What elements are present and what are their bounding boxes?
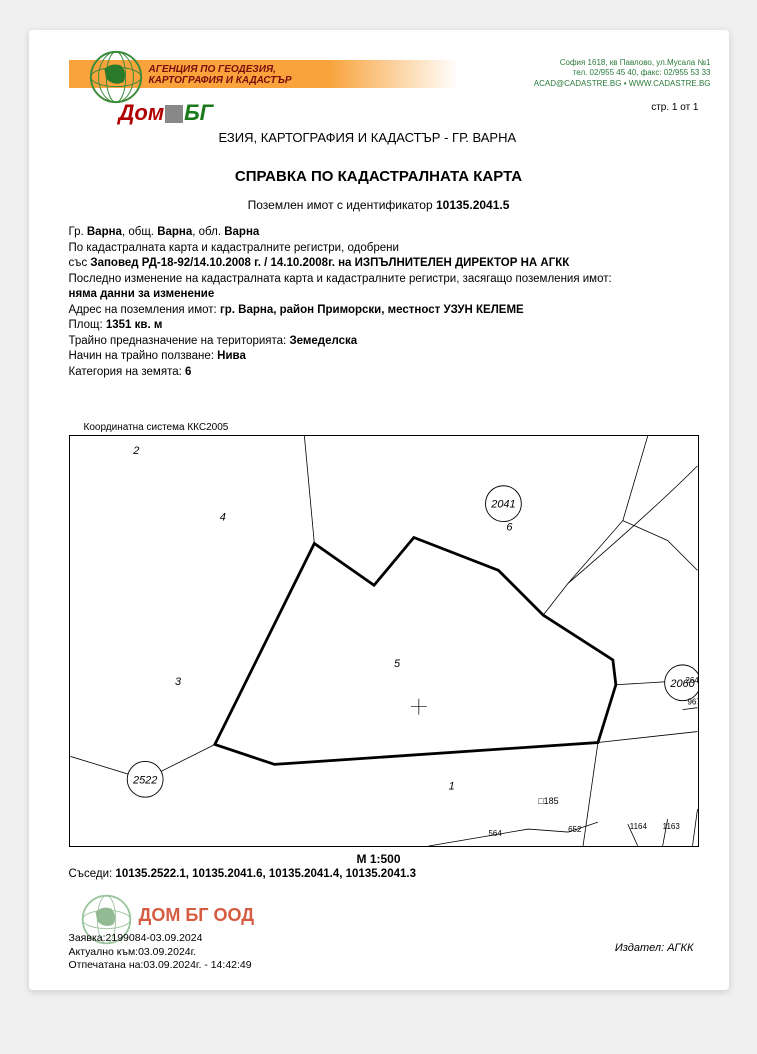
svg-text:264: 264 <box>685 676 697 685</box>
map-scale: M 1:500 <box>29 852 729 866</box>
footer-dombg-text: ДОМ БГ ООД <box>139 905 255 926</box>
svg-text:2041: 2041 <box>490 499 515 511</box>
page-number: стр. 1 от 1 <box>651 102 698 113</box>
dombg-watermark-logo: ДомБГ <box>119 100 214 126</box>
svg-text:3: 3 <box>175 676 181 688</box>
svg-text:□185: □185 <box>538 796 558 806</box>
office-subtitle: ЕЗИЯ, КАРТОГРАФИЯ И КАДАСТЪР - ГР. ВАРНА <box>219 130 517 145</box>
coord-system-label: Координатна система ККС2005 <box>84 422 229 433</box>
svg-text:1163: 1163 <box>662 822 680 831</box>
neighbors-line: Съседи: 10135.2522.1, 10135.2041.6, 1013… <box>69 868 416 880</box>
issuer-label: Издател: АГКК <box>615 942 694 954</box>
identifier-line: Поземлен имот с идентификатор 10135.2041… <box>29 198 729 212</box>
svg-text:967: 967 <box>687 698 697 707</box>
contact-info: София 1618, кв Павлово, ул.Мусала №1 тел… <box>534 58 711 89</box>
svg-text:5: 5 <box>393 658 400 670</box>
svg-text:2522: 2522 <box>131 774 156 786</box>
svg-text:4: 4 <box>219 512 225 524</box>
svg-text:2: 2 <box>132 445 139 457</box>
cadastral-map: 204120602522246351967264□185564652116411… <box>69 435 699 847</box>
svg-text:564: 564 <box>488 829 502 838</box>
svg-text:1: 1 <box>448 780 454 792</box>
svg-text:1164: 1164 <box>629 822 647 831</box>
document-page: АГЕНЦИЯ ПО ГЕОДЕЗИЯ, КАРТОГРАФИЯ И КАДАС… <box>29 30 729 990</box>
footer-request-info: Заявка:2199084-03.09.2024 Актуално към:0… <box>69 932 252 973</box>
globe-logo-icon <box>87 48 145 106</box>
svg-text:652: 652 <box>568 825 582 834</box>
agency-name: АГЕНЦИЯ ПО ГЕОДЕЗИЯ, КАРТОГРАФИЯ И КАДАС… <box>149 64 292 86</box>
map-svg: 204120602522246351967264□185564652116411… <box>70 436 698 846</box>
property-info: Гр. Варна, общ. Варна, обл. Варна По кад… <box>69 225 699 380</box>
svg-text:6: 6 <box>506 522 513 534</box>
document-title: СПРАВКА ПО КАДАСТРАЛНАТА КАРТА <box>29 168 729 185</box>
house-icon <box>165 105 183 123</box>
